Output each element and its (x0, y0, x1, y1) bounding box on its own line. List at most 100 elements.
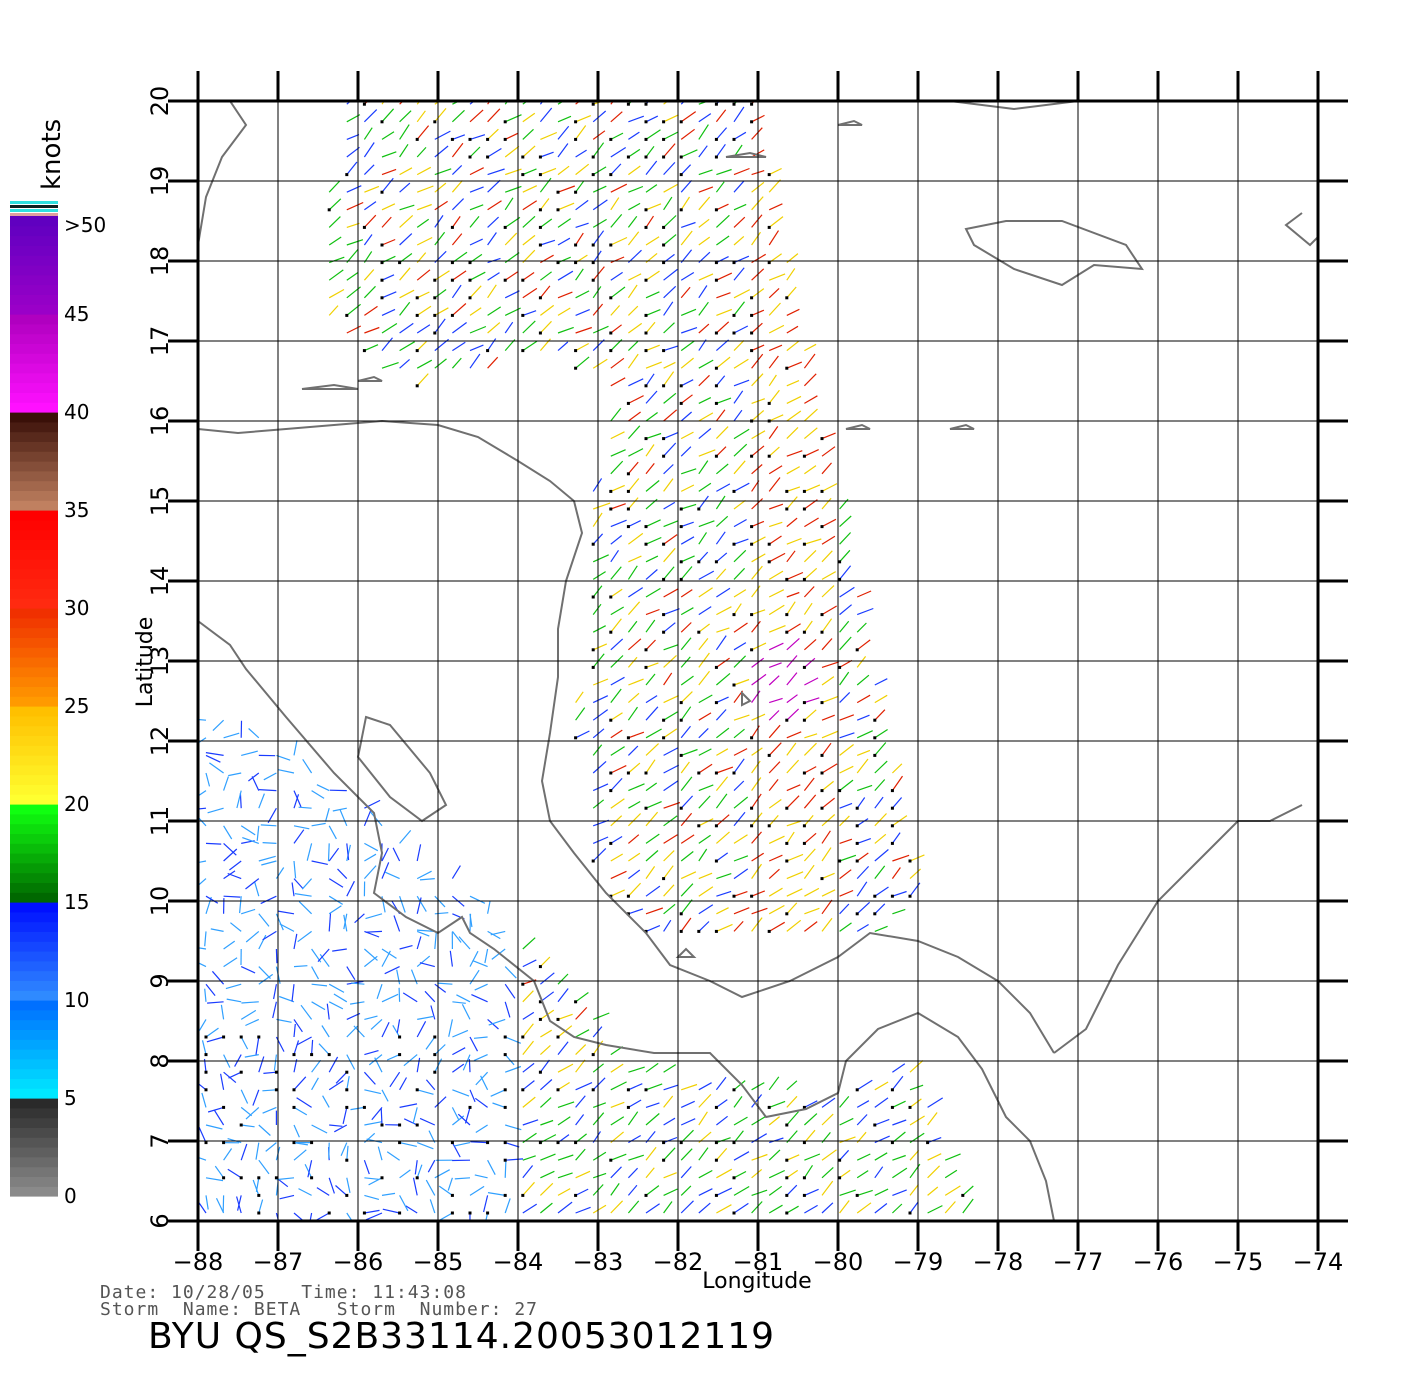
wind-vector (821, 763, 838, 774)
wind-vector (252, 1179, 260, 1196)
wind-vector (874, 925, 888, 932)
wind-vector (220, 1073, 225, 1090)
wind-vector (769, 1137, 784, 1144)
wind-vector (239, 896, 242, 914)
wind-vector (874, 678, 888, 686)
wind-vector (393, 915, 401, 932)
wind-vector (557, 973, 569, 985)
rain-flag-marker (468, 296, 472, 300)
wind-vector (645, 885, 661, 897)
wind-vector (522, 990, 534, 1003)
wind-vector (504, 1065, 522, 1073)
wind-vector (205, 895, 219, 904)
wind-vector (452, 1001, 466, 1004)
wind-vector (416, 373, 429, 387)
wind-vector (557, 218, 572, 228)
wind-vector (226, 998, 242, 1003)
wind-vector (786, 308, 800, 316)
wind-vector (804, 1204, 818, 1214)
wind-vector (504, 271, 518, 281)
wind-vector (346, 1054, 356, 1070)
wind-vector (751, 690, 761, 703)
rain-flag-marker (679, 806, 683, 810)
wind-vector (645, 1113, 660, 1126)
rain-flag-marker (662, 718, 666, 722)
wind-vector (663, 534, 678, 545)
wind-vector (698, 428, 712, 440)
wind-vector (592, 603, 602, 615)
wind-vector (680, 357, 694, 369)
wind-vector (786, 784, 801, 792)
rain-flag-marker (714, 929, 718, 933)
wind-vector (610, 566, 622, 580)
wind-vector (487, 179, 501, 193)
wind-vector (821, 1166, 834, 1179)
wind-vector (681, 1083, 698, 1091)
rain-flag-marker (802, 577, 806, 581)
wind-vector (698, 763, 713, 774)
wind-vector (733, 428, 750, 440)
wind-vector (346, 844, 351, 862)
wind-vector (522, 959, 537, 968)
longitude-tick-label: −82 (653, 1248, 704, 1276)
wind-vector (258, 934, 267, 950)
wind-vector (350, 1106, 365, 1111)
coastline (964, 220, 1144, 287)
wind-vector (593, 502, 611, 510)
wind-vector (733, 868, 749, 880)
wind-vector (328, 305, 339, 316)
wind-vector (205, 1177, 224, 1182)
wind-vector (258, 793, 265, 809)
rain-flag-marker (503, 1053, 507, 1057)
latitude-tick-label: 18 (146, 246, 174, 277)
wind-vector (540, 131, 558, 140)
wind-vector (768, 465, 783, 475)
wind-vector (318, 1043, 330, 1056)
wind-vector (592, 1012, 610, 1020)
wind-vector (403, 1054, 418, 1067)
wind-vector (504, 290, 520, 299)
wind-vector (364, 326, 380, 334)
wind-vector (627, 461, 639, 475)
wind-vector (575, 1148, 586, 1161)
wind-vector (786, 672, 798, 686)
wind-vector (469, 895, 486, 904)
colorbar-band (10, 892, 58, 903)
rain-flag-marker (362, 1105, 366, 1109)
rain-flag-marker (415, 137, 419, 141)
wind-vector (768, 1185, 783, 1196)
wind-vector (610, 1200, 624, 1214)
rain-flag-marker (450, 1211, 454, 1215)
rain-flag-marker (890, 824, 894, 828)
wind-vector (680, 180, 693, 193)
wind-vector (293, 860, 297, 879)
rain-flag-marker (222, 1141, 226, 1145)
rain-flag-marker (644, 225, 648, 229)
rain-flag-marker (750, 613, 754, 617)
rain-flag-marker (802, 1176, 806, 1180)
wind-vector (206, 1036, 224, 1043)
rain-flag-marker (450, 1141, 454, 1145)
colorbar-band (10, 862, 58, 874)
wind-vector (733, 1185, 750, 1196)
wind-vector (575, 691, 584, 703)
wind-vector (592, 1204, 607, 1214)
wind-vector (645, 759, 656, 774)
wind-vector (248, 728, 260, 739)
wind-vector (539, 177, 552, 193)
wind-vector (680, 128, 695, 140)
wind-vector (927, 1153, 942, 1161)
wind-vector (522, 101, 529, 105)
wind-vector (628, 1154, 644, 1161)
wind-vector (909, 1059, 924, 1073)
wind-vector (557, 143, 569, 158)
rain-flag-marker (855, 841, 859, 845)
wind-vector (768, 642, 784, 651)
wind-vector (277, 769, 295, 774)
colorbar-band (10, 637, 58, 648)
wind-vector (821, 483, 838, 492)
wind-vector (803, 373, 817, 387)
wind-vector (255, 1036, 260, 1055)
wind-vector (892, 908, 906, 915)
